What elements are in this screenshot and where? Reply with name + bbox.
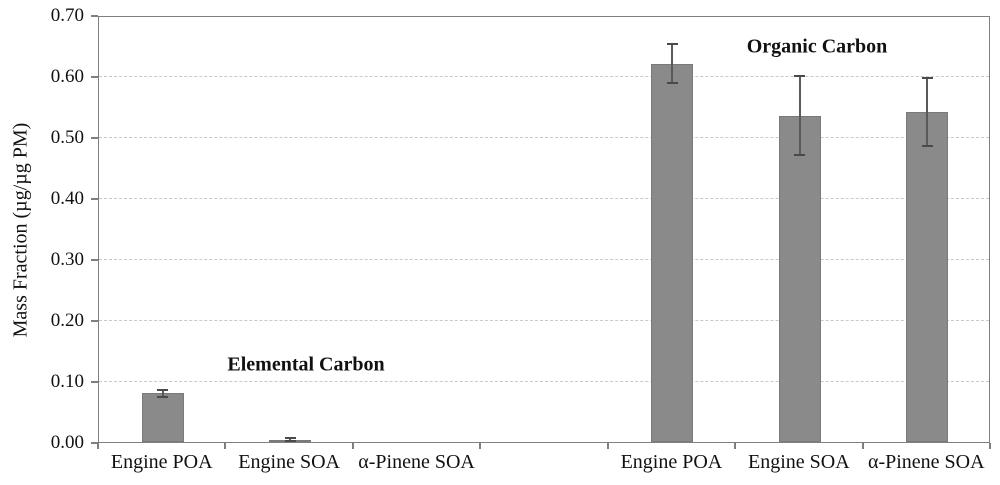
bar (651, 63, 694, 442)
error-bar-cap-top (157, 388, 169, 391)
x-category-label: α-Pinene SOA (358, 451, 475, 473)
x-tick-mark (479, 443, 482, 449)
error-bar-cap-bottom (666, 82, 678, 85)
error-bar-cap-top (284, 436, 296, 439)
error-bar-cap-bottom (794, 154, 806, 157)
y-tick-mark (91, 381, 98, 383)
y-tick-label: 0.00 (50, 432, 84, 453)
gridline (99, 198, 989, 199)
y-tick-label: 0.30 (50, 249, 84, 270)
error-bar-cap-top (794, 75, 806, 77)
x-category-label: Engine POA (620, 451, 723, 473)
gridline (99, 381, 989, 382)
y-tick-mark (91, 198, 98, 200)
gridline (99, 259, 989, 260)
y-tick-mark (91, 76, 98, 78)
error-bar-whisker (161, 389, 164, 397)
y-tick-mark (91, 442, 98, 444)
x-tick-mark (861, 443, 864, 449)
error-bar-whisker (798, 76, 801, 156)
error-bar-whisker (926, 77, 929, 147)
x-category-label: Engine SOA (238, 451, 340, 473)
x-tick-mark (351, 443, 354, 449)
x-category-label: Engine POA (110, 451, 213, 473)
x-tick-mark (989, 443, 991, 449)
y-tick-label: 0.50 (50, 127, 84, 148)
error-bar-cap-bottom (157, 395, 169, 398)
x-category-label: Engine SOA (748, 451, 850, 473)
error-bar-whisker (671, 44, 674, 84)
x-tick-mark (606, 443, 609, 449)
x-tick-mark (734, 443, 737, 449)
x-category-label: α-Pinene SOA (867, 451, 985, 473)
x-tick-mark (224, 443, 227, 449)
y-axis-title: Mass Fraction (µg/µg PM) (9, 122, 32, 338)
y-tick-label: 0.20 (50, 310, 84, 331)
error-bar-cap-bottom (284, 440, 296, 443)
error-bar-whisker (289, 437, 292, 442)
y-tick-label: 0.40 (50, 188, 84, 209)
gridline (99, 320, 989, 321)
error-bar-cap-top (921, 76, 933, 79)
plot-area: Elemental Carbon Organic Carbon (98, 16, 990, 443)
annotation-organic-carbon: Organic Carbon (746, 35, 888, 58)
y-tick-label: 0.60 (50, 66, 84, 87)
error-bar-cap-bottom (921, 145, 933, 148)
y-tick-mark (91, 259, 98, 261)
y-tick-label: 0.70 (50, 5, 84, 26)
y-tick-label: 0.10 (50, 371, 84, 392)
y-tick-mark (91, 15, 98, 17)
bar (906, 112, 949, 442)
bar (141, 393, 184, 442)
y-tick-mark (91, 137, 98, 139)
error-bar-cap-top (666, 43, 678, 46)
annotation-elemental-carbon: Elemental Carbon (227, 353, 385, 376)
gridline (99, 137, 989, 138)
y-tick-mark (91, 320, 98, 322)
bar (778, 115, 821, 442)
x-tick-mark (97, 443, 99, 449)
gridline (99, 76, 989, 77)
